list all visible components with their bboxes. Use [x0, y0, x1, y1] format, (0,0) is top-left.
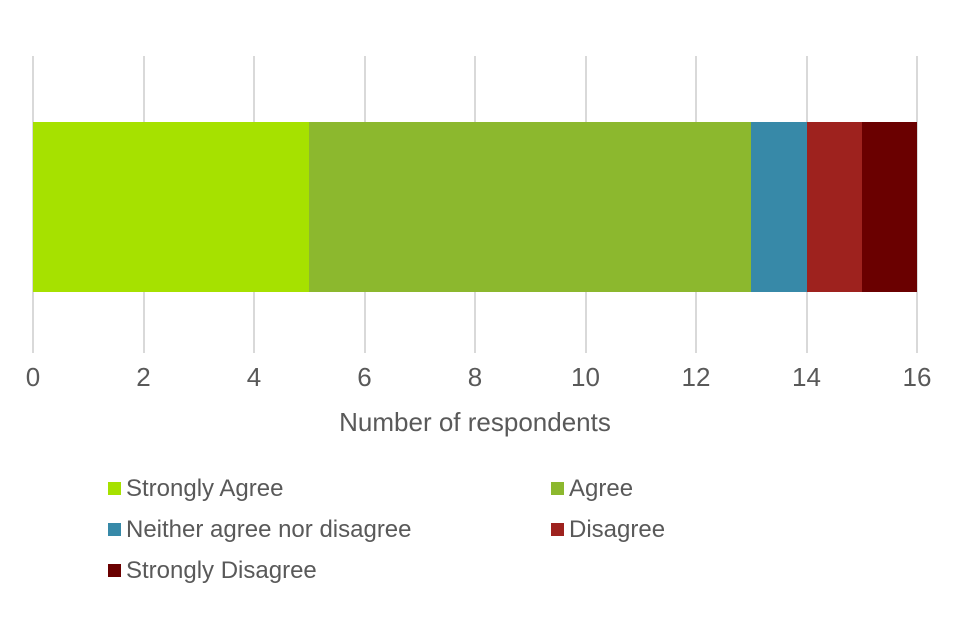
plot-area — [32, 56, 918, 353]
legend-item-strongly-disagree: Strongly Disagree — [108, 557, 551, 585]
x-axis-title: Number of respondents — [339, 407, 611, 437]
bar-segment-disagree — [806, 122, 862, 292]
x-tick-label-14: 14 — [792, 362, 821, 392]
legend-label-strongly-disagree: Strongly Disagree — [126, 556, 317, 584]
legend-item-neither-agree-nor-disagree: Neither agree nor disagree — [108, 516, 551, 544]
legend-swatch-agree — [551, 482, 564, 495]
x-tick-label-12: 12 — [681, 362, 711, 392]
x-tick-label-10: 10 — [571, 362, 600, 392]
x-tick-label-4: 4 — [246, 362, 262, 392]
bar-segment-agree — [309, 122, 752, 292]
legend: Strongly Agree Agree Neither agree nor dis… — [108, 468, 665, 591]
gridline-x-16 — [916, 56, 918, 353]
bar-segment-neither-agree-nor-disagree — [751, 122, 807, 292]
legend-label-agree: Agree — [569, 474, 634, 502]
legend-swatch-neither-agree-nor-disagree — [108, 523, 121, 536]
x-tick-label-6: 6 — [357, 362, 372, 392]
legend-item-agree: Agree — [551, 475, 665, 503]
legend-item-disagree: Disagree — [551, 516, 665, 544]
bar-segment-strongly-disagree — [861, 122, 917, 292]
x-tick-label-8: 8 — [467, 362, 483, 392]
legend-label-strongly-agree: Strongly Agree — [126, 474, 284, 502]
legend-label-neither-agree-nor-disagree: Neither agree nor disagree — [126, 515, 412, 543]
legend-swatch-disagree — [551, 523, 564, 536]
legend-item-strongly-agree: Strongly Agree — [108, 475, 551, 503]
legend-label-disagree: Disagree — [569, 515, 666, 543]
x-tick-label-16: 16 — [902, 362, 932, 392]
legend-swatch-strongly-agree — [108, 482, 121, 495]
stacked-bar — [33, 122, 917, 292]
x-tick-label-2: 2 — [136, 362, 151, 392]
x-tick-label-0: 0 — [25, 362, 41, 392]
bar-segment-strongly-agree — [33, 122, 310, 292]
legend-swatch-strongly-disagree — [108, 564, 121, 577]
